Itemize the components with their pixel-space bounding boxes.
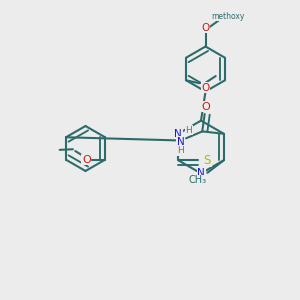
Text: O: O (201, 22, 210, 33)
Text: methoxy: methoxy (211, 12, 244, 21)
Text: O: O (201, 83, 210, 93)
Text: CH₃: CH₃ (188, 176, 206, 185)
Text: H: H (177, 146, 183, 155)
Text: H: H (185, 126, 192, 135)
Text: O: O (82, 155, 91, 165)
Text: S: S (203, 154, 211, 167)
Text: H: H (198, 179, 205, 188)
Text: O: O (201, 101, 210, 112)
Text: N: N (197, 168, 205, 178)
Text: N: N (174, 129, 182, 139)
Text: N: N (177, 137, 184, 147)
